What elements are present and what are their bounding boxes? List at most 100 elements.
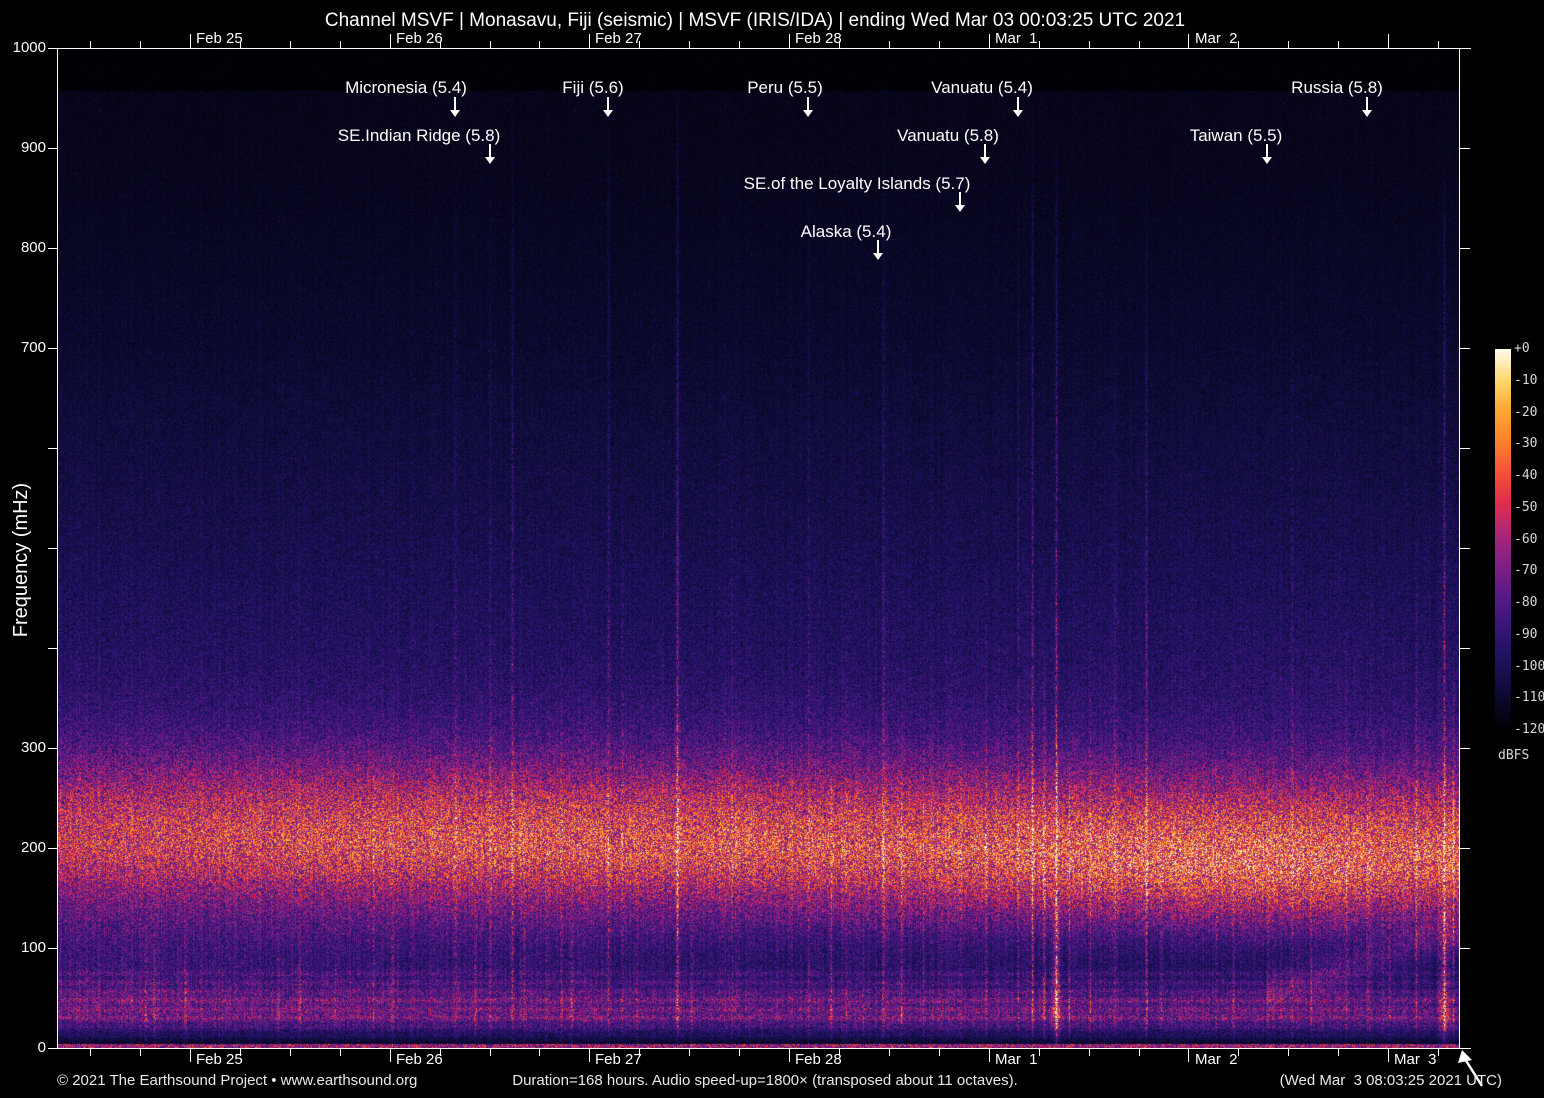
x-axis-minor-tick	[1139, 41, 1140, 48]
y-axis-right-tick	[1460, 748, 1470, 749]
earthquake-label: Micronesia (5.4)	[345, 78, 467, 97]
down-arrow-icon	[803, 97, 813, 117]
y-axis-label: 1000	[12, 39, 46, 56]
x-axis-day-tick	[1188, 1049, 1189, 1062]
x-axis-minor-tick	[939, 41, 940, 48]
x-axis-bottom-label: Feb 28	[795, 1051, 842, 1068]
earthquake-label: Russia (5.8)	[1291, 78, 1383, 97]
x-axis-minor-tick	[440, 1049, 441, 1056]
down-arrow-icon	[873, 240, 883, 260]
x-axis-top-label: Feb 28	[795, 30, 842, 47]
colorbar-tick-label: -10	[1514, 373, 1538, 388]
x-axis-minor-tick	[1438, 41, 1439, 48]
spectrogram-image	[58, 49, 1459, 1048]
earthquake-label: Fiji (5.6)	[562, 78, 624, 97]
x-axis-day-tick	[1188, 34, 1189, 48]
earthquake-label: Alaska (5.4)	[800, 222, 892, 241]
y-axis-label: 0	[37, 1039, 46, 1056]
colorbar-tick-label: -60	[1514, 532, 1538, 547]
x-axis-minor-tick	[440, 41, 441, 48]
x-axis-day-tick	[390, 34, 391, 48]
y-axis-left-tick	[48, 648, 57, 649]
down-arrow-icon	[485, 144, 495, 164]
colorbar-tick-label: -80	[1514, 595, 1538, 610]
colorbar-gradient	[1495, 349, 1511, 730]
plot-right-border	[1459, 48, 1460, 1049]
y-axis-left-tick	[48, 48, 57, 49]
colorbar-unit-label: dBFS	[1498, 748, 1530, 763]
x-axis-minor-tick	[1338, 41, 1339, 48]
earthquake-label: SE.Indian Ridge (5.8)	[337, 126, 501, 145]
y-axis-right-tick	[1460, 1048, 1470, 1049]
x-axis-minor-tick	[739, 1049, 740, 1056]
colorbar-tick-label: -70	[1514, 563, 1538, 578]
x-axis-minor-tick	[490, 1049, 491, 1056]
y-axis-right-tick	[1460, 48, 1470, 49]
x-axis-bottom-label: Feb 26	[396, 1051, 443, 1068]
y-axis-right-tick	[1460, 248, 1470, 249]
y-axis-right-tick	[1460, 948, 1470, 949]
x-axis-minor-tick	[1238, 41, 1239, 48]
earthquake-label: Vanuatu (5.8)	[897, 126, 999, 145]
y-axis-left-tick	[48, 248, 57, 249]
y-axis-right-tick	[1460, 648, 1470, 649]
plot-bottom-axis-line	[57, 1048, 1471, 1049]
colorbar-tick-label: -90	[1514, 627, 1538, 642]
x-axis-minor-tick	[539, 41, 540, 48]
x-axis-top-label: Feb 25	[196, 30, 243, 47]
x-axis-minor-tick	[839, 41, 840, 48]
x-axis-minor-tick	[90, 41, 91, 48]
colorbar-tick-label: -120	[1514, 722, 1544, 737]
x-axis-day-tick	[190, 1049, 191, 1062]
x-axis-minor-tick	[1089, 41, 1090, 48]
x-axis-minor-tick	[490, 41, 491, 48]
x-axis-day-tick	[1388, 1049, 1389, 1062]
footer-render-timestamp: (Wed Mar 3 08:03:25 2021 UTC)	[1279, 1072, 1502, 1089]
down-arrow-icon	[1362, 97, 1372, 117]
x-axis-day-tick	[789, 1049, 790, 1062]
y-axis-title: Frequency (mHz)	[10, 482, 32, 638]
down-arrow-icon	[1262, 144, 1272, 164]
earthquake-label: Taiwan (5.5)	[1189, 126, 1283, 145]
x-axis-bottom-label: Feb 27	[595, 1051, 642, 1068]
y-axis-left-tick	[48, 548, 57, 549]
end-of-data-arrow-icon	[1458, 1050, 1484, 1087]
x-axis-bottom-label: Mar 3	[1394, 1051, 1437, 1068]
x-axis-day-tick	[390, 1049, 391, 1062]
x-axis-bottom-label: Mar 1	[995, 1051, 1038, 1068]
x-axis-minor-tick	[1288, 41, 1289, 48]
footer-copyright: © 2021 The Earthsound Project • www.eart…	[57, 1072, 418, 1089]
x-axis-top-label: Feb 26	[396, 30, 443, 47]
x-axis-minor-tick	[1139, 1049, 1140, 1056]
x-axis-day-tick	[789, 34, 790, 48]
x-axis-minor-tick	[1039, 1049, 1040, 1056]
y-axis-label: 300	[20, 739, 46, 756]
x-axis-minor-tick	[689, 41, 690, 48]
x-axis-minor-tick	[939, 1049, 940, 1056]
y-axis-left-tick	[48, 348, 57, 349]
y-axis-label: 800	[20, 239, 46, 256]
x-axis-minor-tick	[639, 41, 640, 48]
colorbar-tick-label: -20	[1514, 405, 1538, 420]
y-axis-right-tick	[1460, 148, 1470, 149]
x-axis-day-tick	[989, 1049, 990, 1062]
y-axis-left-tick	[48, 748, 57, 749]
x-axis-minor-tick	[140, 41, 141, 48]
x-axis-minor-tick	[1039, 41, 1040, 48]
colorbar-tick-label: -100	[1514, 659, 1544, 674]
x-axis-minor-tick	[290, 1049, 291, 1056]
x-axis-bottom-label: Feb 25	[196, 1051, 243, 1068]
y-axis-right-tick	[1460, 848, 1470, 849]
y-axis-label: 700	[20, 339, 46, 356]
x-axis-minor-tick	[639, 1049, 640, 1056]
y-axis-right-tick	[1460, 548, 1470, 549]
x-axis-day-tick	[589, 34, 590, 48]
y-axis-label: 200	[20, 839, 46, 856]
x-axis-minor-tick	[340, 41, 341, 48]
y-axis-right-tick	[1460, 348, 1470, 349]
x-axis-minor-tick	[889, 1049, 890, 1056]
x-axis-minor-tick	[240, 41, 241, 48]
x-axis-minor-tick	[240, 1049, 241, 1056]
x-axis-minor-tick	[539, 1049, 540, 1056]
x-axis-day-tick	[190, 34, 191, 48]
